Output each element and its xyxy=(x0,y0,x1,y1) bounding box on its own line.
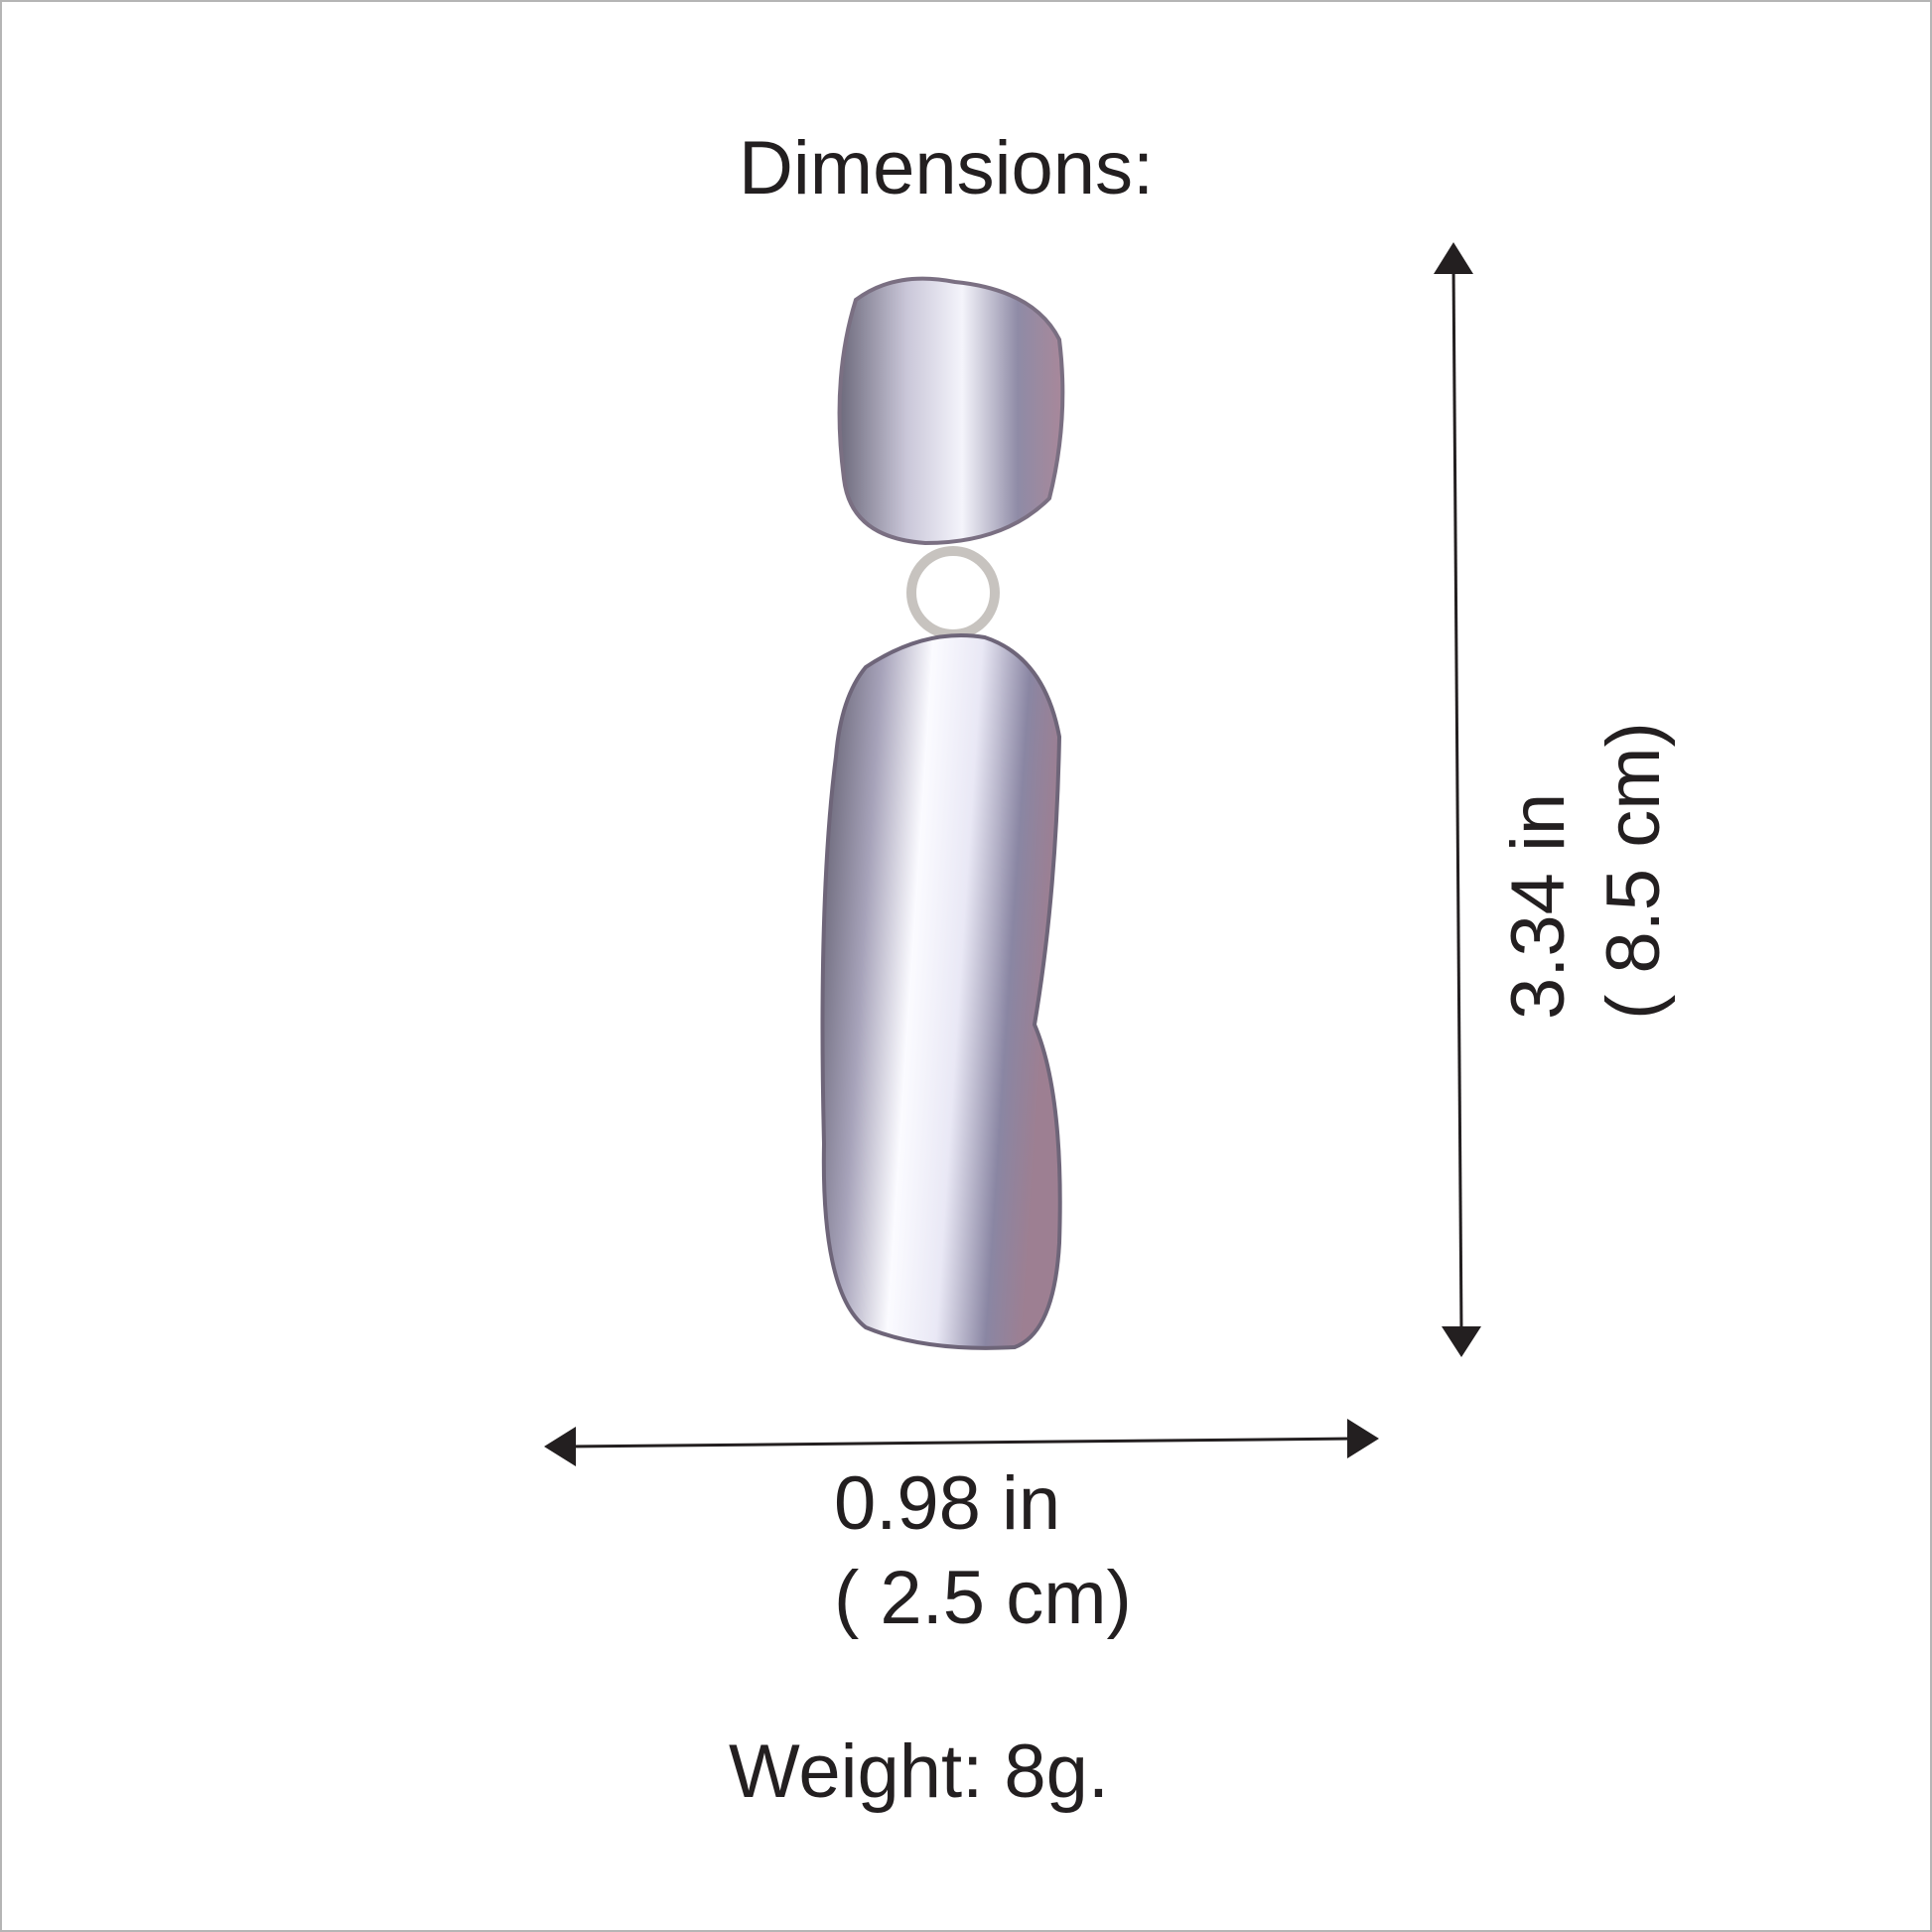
width-arrow xyxy=(544,1419,1379,1466)
jump-ring xyxy=(906,546,1000,639)
width-metric: ( 2.5 cm) xyxy=(834,1556,1132,1640)
weight-label: Weight: 8g. xyxy=(729,1729,1110,1814)
height-arrow xyxy=(1434,242,1481,1357)
height-metric: ( 8.5 cm) xyxy=(1591,722,1676,1020)
dimensions-title: Dimensions: xyxy=(739,126,1155,210)
height-label: 3.34 in ( 8.5 cm) xyxy=(1491,722,1682,1020)
earring-stud xyxy=(837,276,1065,546)
height-imperial: 3.34 in xyxy=(1496,792,1581,1020)
width-imperial: 0.98 in xyxy=(834,1461,1061,1546)
earring-drop xyxy=(820,633,1062,1350)
